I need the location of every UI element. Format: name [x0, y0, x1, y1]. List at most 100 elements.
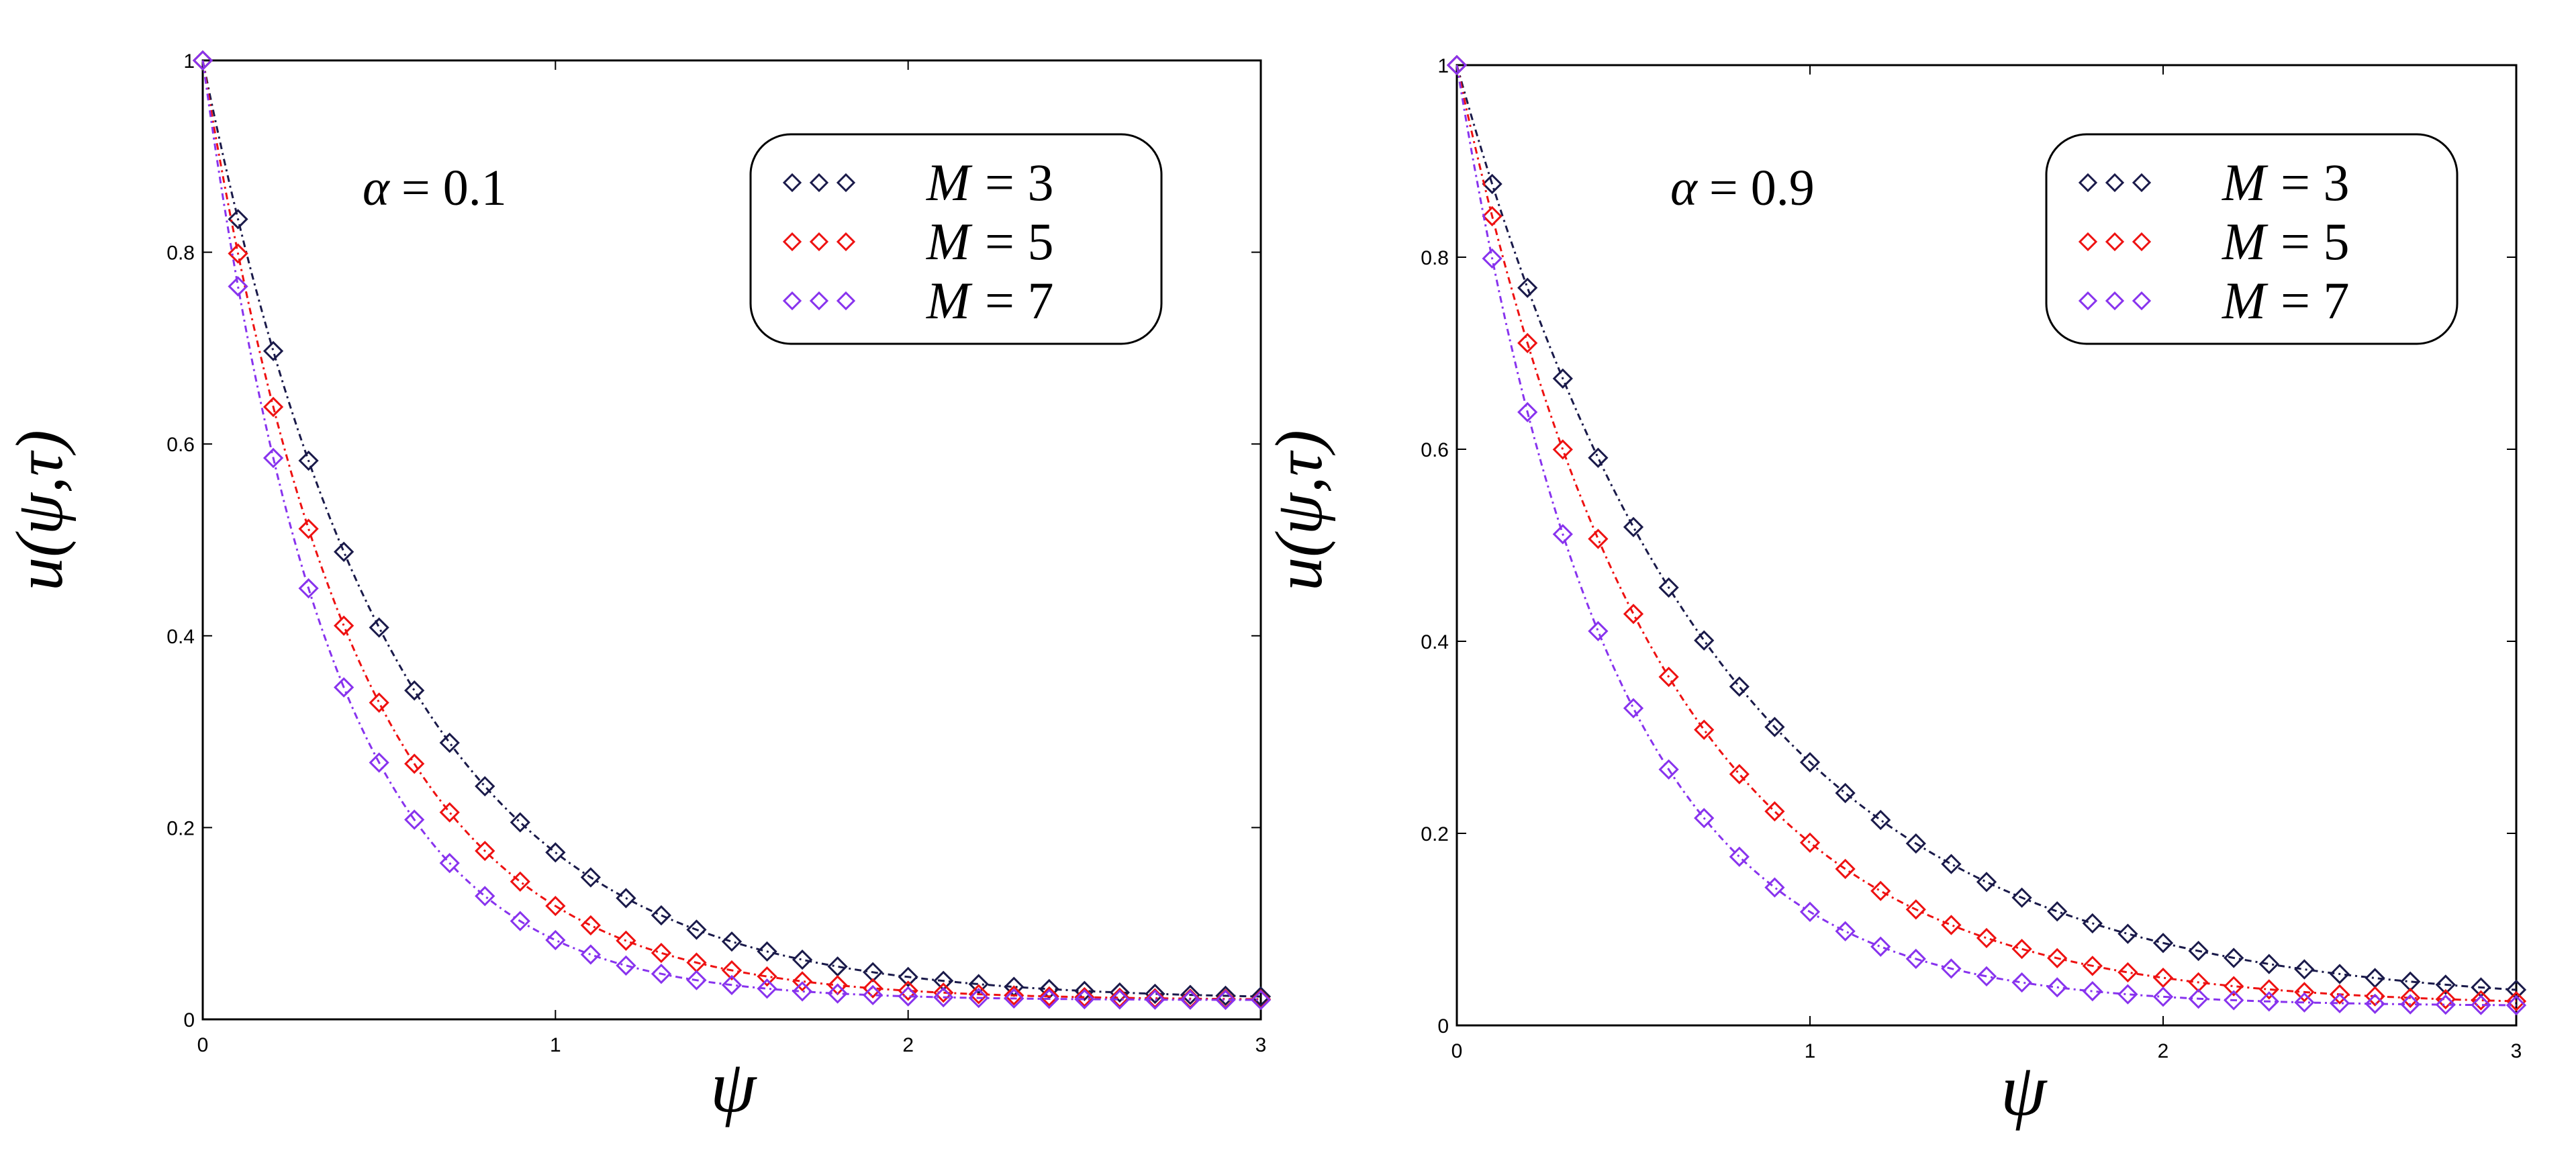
data-point [228, 243, 248, 264]
data-point [2047, 901, 2068, 922]
data-point [1905, 833, 1926, 854]
data-point [263, 396, 284, 418]
data-point [2258, 979, 2279, 1000]
data-point [1482, 173, 1502, 195]
series-line [201, 60, 1261, 1001]
data-point [757, 978, 777, 999]
data-point [369, 617, 389, 638]
plot-frame [1456, 64, 2518, 1027]
data-point [2294, 992, 2315, 1013]
legend-marker [782, 291, 802, 311]
legend-label: M = 3 [926, 153, 1053, 212]
data-point [1941, 915, 1962, 935]
data-point [721, 960, 743, 981]
data-point [1588, 528, 1609, 549]
data-point [757, 966, 777, 987]
data-point [898, 986, 918, 1007]
data-point [2011, 972, 2032, 993]
data-point [1109, 989, 1130, 1010]
data-point [1588, 620, 1609, 642]
legend-label: M = 7 [926, 271, 1053, 330]
alpha-symbol: α [1670, 160, 1699, 216]
data-point [2011, 887, 2032, 908]
data-point [228, 209, 248, 230]
x-axis-label: ψ [710, 1046, 757, 1127]
data-point [898, 966, 918, 987]
y-tick-label: 0 [183, 1009, 195, 1031]
data-point [439, 802, 460, 823]
y-tick-label: 0.6 [1421, 439, 1449, 461]
data-point [1552, 368, 1573, 389]
data-point [1215, 985, 1236, 1007]
data-point [2400, 987, 2421, 1009]
y-tick-label: 1 [1437, 55, 1449, 77]
legend-marker [2132, 232, 2152, 252]
data-point [1109, 987, 1130, 1009]
data-point [1074, 988, 1095, 1010]
alpha-value: = 0.1 [401, 160, 507, 216]
data-point [616, 930, 636, 951]
data-point [1658, 666, 1679, 688]
data-point [2294, 959, 2315, 980]
data-point [2365, 993, 2385, 1014]
y-tick-label: 0.2 [1421, 823, 1449, 845]
data-point [334, 615, 354, 636]
data-point [1764, 801, 1785, 822]
y-tick-label: 0 [1437, 1015, 1449, 1037]
data-point [545, 842, 566, 863]
data-point [1588, 447, 1609, 468]
data-point [1517, 332, 1538, 353]
data-point [2471, 990, 2491, 1011]
legend-eq: = 5 [2281, 212, 2350, 271]
data-point [2117, 984, 2138, 1005]
data-point [1870, 809, 1891, 831]
data-point [510, 812, 530, 833]
data-point [616, 955, 636, 976]
data-point [2082, 913, 2103, 934]
data-point [1446, 54, 1468, 76]
data-point [298, 578, 319, 599]
data-point [1835, 858, 1856, 880]
y-tick-label: 0.2 [166, 817, 195, 839]
data-point [827, 983, 848, 1004]
legend-label: M = 7 [2222, 271, 2349, 330]
data-point [1658, 759, 1679, 780]
data-point [1976, 966, 1997, 987]
data-point [1799, 751, 1821, 773]
legend-marker [836, 291, 856, 311]
legend-marker [2078, 232, 2098, 252]
data-point [1004, 985, 1024, 1006]
data-point [1180, 984, 1201, 1005]
data-point [2506, 979, 2527, 1001]
x-tick-label: 1 [1805, 1040, 1816, 1062]
data-point [1109, 982, 1130, 1003]
legend-eq: = 5 [985, 212, 1054, 271]
data-point [1074, 986, 1095, 1008]
data-point [1517, 277, 1538, 298]
legend-marker [2078, 291, 2098, 311]
legend-marker [2105, 232, 2125, 252]
legend-var: M [926, 153, 973, 212]
legend-eq: = 3 [985, 153, 1054, 212]
x-tick-label: 2 [2158, 1040, 2169, 1062]
data-point [2152, 933, 2174, 954]
data-point [1552, 439, 1573, 460]
data-point [404, 680, 425, 701]
data-point [369, 692, 389, 713]
data-point [2011, 939, 2032, 960]
data-point [1658, 577, 1679, 598]
legend-marker [2105, 291, 2125, 311]
legend-marker [809, 232, 829, 252]
data-point [2471, 995, 2491, 1015]
data-point [298, 518, 319, 539]
data-point [404, 753, 425, 774]
data-point [298, 450, 319, 471]
data-point [2435, 974, 2456, 995]
data-point [2506, 990, 2527, 1012]
legend-eq: = 7 [985, 271, 1054, 330]
data-point [1764, 877, 1785, 898]
data-point [2329, 984, 2350, 1005]
y-axis-label: u(ψ,τ) [1261, 430, 1336, 591]
data-point [2506, 995, 2527, 1016]
x-axis-label: ψ [2001, 1049, 2048, 1131]
